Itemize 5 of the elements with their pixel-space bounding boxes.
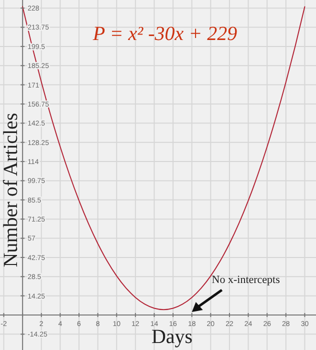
annotation: No x-intercepts <box>212 274 280 286</box>
text: P = x² -30x + 229 <box>92 23 238 45</box>
line-series <box>22 6 306 310</box>
x-axis-title: Days <box>151 326 193 348</box>
y-axis-title: Number of Articles <box>0 112 22 268</box>
